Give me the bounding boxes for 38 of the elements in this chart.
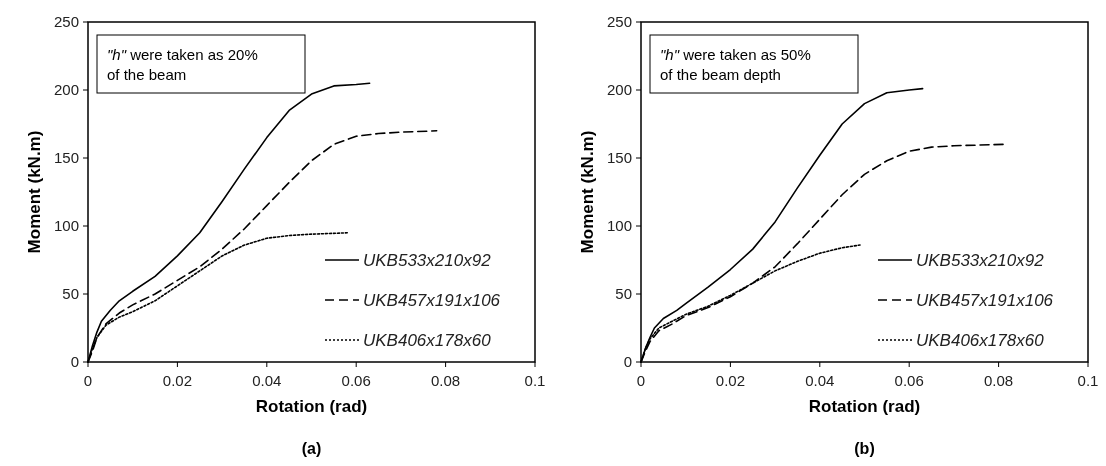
x-tick-label: 0.06	[894, 372, 924, 389]
x-tick-label: 0.1	[524, 372, 546, 389]
legend-label: UKB533x210x92	[363, 251, 492, 270]
x-axis-title: Rotation (rad)	[255, 397, 368, 416]
x-tick-label: 0	[83, 372, 93, 389]
x-tick-label: 0.06	[341, 372, 371, 389]
x-tick-label: 0.08	[984, 372, 1014, 389]
y-tick-label: 100	[606, 217, 632, 234]
y-tick-label: 0	[623, 353, 632, 370]
x-tick-label: 0.02	[162, 372, 192, 389]
x-tick-label: 0.02	[715, 372, 745, 389]
y-tick-label: 50	[615, 285, 632, 302]
x-tick-label: 0.08	[431, 372, 461, 389]
y-tick-label: 250	[53, 13, 79, 30]
y-axis-title: Moment (kN.m)	[578, 130, 597, 254]
legend-label: UKB457x191x106	[363, 291, 501, 310]
y-tick-label: 100	[53, 217, 79, 234]
text: (a)	[301, 440, 322, 457]
y-tick-label: 50	[62, 285, 79, 302]
x-tick-label: 0	[636, 372, 646, 389]
y-tick-label: 150	[606, 149, 632, 166]
y-tick-label: 150	[53, 149, 79, 166]
y-tick-label: 0	[70, 353, 79, 370]
x-tick-label: 0.04	[805, 372, 835, 389]
y-tick-label: 200	[606, 81, 632, 98]
annotation: "h" were taken as 50% of the beam depth	[660, 46, 811, 83]
text: (b)	[854, 440, 875, 457]
annotation: "h" were taken as 20% of the beam	[107, 46, 258, 83]
y-tick-label: 250	[606, 13, 632, 30]
x-axis-title: Rotation (rad)	[808, 397, 921, 416]
legend-label: UKB457x191x106	[916, 291, 1054, 310]
legend-label: UKB406x178x60	[916, 331, 1045, 350]
legend-label: UKB533x210x92	[916, 251, 1045, 270]
y-tick-label: 200	[53, 81, 79, 98]
legend-label: UKB406x178x60	[363, 331, 492, 350]
y-axis-title: Moment (kN.m)	[25, 130, 44, 254]
x-tick-label: 0.1	[1077, 372, 1099, 389]
x-tick-label: 0.04	[252, 372, 282, 389]
